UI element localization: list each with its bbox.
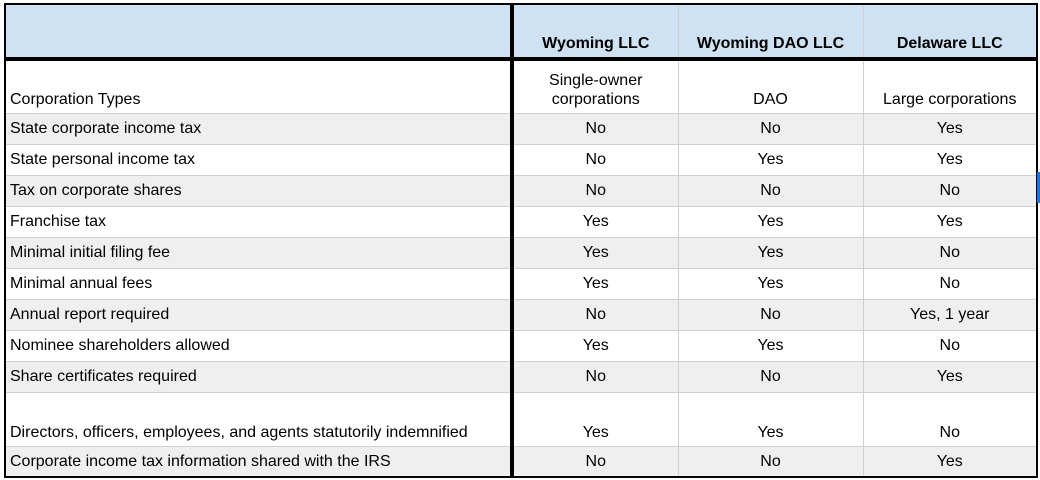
cell-wyoming-dao-llc[interactable]: No bbox=[677, 174, 864, 207]
cell-wyoming-dao-llc[interactable]: No bbox=[677, 298, 864, 331]
cell-wyoming-dao-llc[interactable]: No bbox=[677, 112, 864, 145]
row-label[interactable]: Directors, officers, employees, and agen… bbox=[4, 391, 514, 447]
row-label[interactable]: Franchise tax bbox=[4, 205, 514, 238]
row-label[interactable]: Tax on corporate shares bbox=[4, 174, 514, 207]
row-label[interactable]: Minimal initial filing fee bbox=[4, 236, 514, 269]
row-label[interactable]: Share certificates required bbox=[4, 360, 514, 393]
row-label[interactable]: Minimal annual fees bbox=[4, 267, 514, 300]
row-label-corporation-types[interactable]: Corporation Types bbox=[4, 58, 514, 114]
selection-marker bbox=[1037, 172, 1040, 203]
header-delaware-llc[interactable]: Delaware LLC bbox=[862, 3, 1038, 61]
row-label[interactable]: Corporate income tax information shared … bbox=[4, 445, 514, 478]
cell-wyoming-dao-llc[interactable]: No bbox=[677, 445, 864, 478]
table-row: State corporate income tax No No Yes bbox=[4, 112, 1038, 145]
row-label[interactable]: Annual report required bbox=[4, 298, 514, 331]
cell-delaware-llc[interactable]: No bbox=[862, 329, 1038, 362]
cell-wyoming-llc[interactable]: No bbox=[511, 360, 679, 393]
header-wyoming-llc[interactable]: Wyoming LLC bbox=[511, 3, 679, 61]
table-row: Corporation Types Single-owner corporati… bbox=[4, 58, 1038, 114]
cell-wyoming-llc[interactable]: Yes bbox=[511, 267, 679, 300]
table-row: Annual report required No No Yes, 1 year bbox=[4, 298, 1038, 331]
llc-comparison-table: Wyoming LLC Wyoming DAO LLC Delaware LLC… bbox=[4, 3, 1038, 478]
cell-wyoming-llc[interactable]: No bbox=[511, 174, 679, 207]
cell-wyoming-dao-llc[interactable]: Yes bbox=[677, 143, 864, 176]
cell-wyoming-dao-llc[interactable]: DAO bbox=[677, 58, 864, 114]
cell-delaware-llc[interactable]: Yes bbox=[862, 112, 1038, 145]
cell-wyoming-llc[interactable]: Yes bbox=[511, 391, 679, 447]
header-cell-empty[interactable] bbox=[4, 3, 514, 61]
table-row: Tax on corporate shares No No No bbox=[4, 174, 1038, 207]
table-row: Minimal initial filing fee Yes Yes No bbox=[4, 236, 1038, 269]
cell-delaware-llc[interactable]: No bbox=[862, 267, 1038, 300]
cell-wyoming-llc[interactable]: No bbox=[511, 143, 679, 176]
cell-wyoming-llc[interactable]: Yes bbox=[511, 329, 679, 362]
header-row: Wyoming LLC Wyoming DAO LLC Delaware LLC bbox=[4, 3, 1038, 61]
table-row: Share certificates required No No Yes bbox=[4, 360, 1038, 393]
table-row: State personal income tax No Yes Yes bbox=[4, 143, 1038, 176]
row-label[interactable]: State personal income tax bbox=[4, 143, 514, 176]
cell-delaware-llc[interactable]: No bbox=[862, 174, 1038, 207]
cell-delaware-llc[interactable]: Yes bbox=[862, 360, 1038, 393]
cell-wyoming-dao-llc[interactable]: Yes bbox=[677, 391, 864, 447]
cell-wyoming-dao-llc[interactable]: Yes bbox=[677, 329, 864, 362]
cell-wyoming-dao-llc[interactable]: Yes bbox=[677, 267, 864, 300]
cell-wyoming-dao-llc[interactable]: Yes bbox=[677, 205, 864, 238]
cell-wyoming-llc[interactable]: No bbox=[511, 445, 679, 478]
table-row: Nominee shareholders allowed Yes Yes No bbox=[4, 329, 1038, 362]
comparison-table-container: Wyoming LLC Wyoming DAO LLC Delaware LLC… bbox=[4, 3, 1038, 479]
cell-delaware-llc[interactable]: Yes bbox=[862, 143, 1038, 176]
cell-wyoming-llc[interactable]: Yes bbox=[511, 236, 679, 269]
row-label[interactable]: Nominee shareholders allowed bbox=[4, 329, 514, 362]
cell-wyoming-dao-llc[interactable]: Yes bbox=[677, 236, 864, 269]
cell-wyoming-dao-llc[interactable]: No bbox=[677, 360, 864, 393]
cell-delaware-llc[interactable]: No bbox=[862, 391, 1038, 447]
table-row: Corporate income tax information shared … bbox=[4, 445, 1038, 478]
header-wyoming-dao-llc[interactable]: Wyoming DAO LLC bbox=[677, 3, 864, 61]
table-row: Franchise tax Yes Yes Yes bbox=[4, 205, 1038, 238]
table-row: Minimal annual fees Yes Yes No bbox=[4, 267, 1038, 300]
cell-delaware-llc[interactable]: No bbox=[862, 236, 1038, 269]
cell-delaware-llc[interactable]: Yes bbox=[862, 205, 1038, 238]
cell-delaware-llc[interactable]: Large corporations bbox=[862, 58, 1038, 114]
row-label[interactable]: State corporate income tax bbox=[4, 112, 514, 145]
cell-wyoming-llc[interactable]: Yes bbox=[511, 205, 679, 238]
cell-wyoming-llc[interactable]: Single-owner corporations bbox=[511, 58, 679, 114]
cell-delaware-llc[interactable]: Yes, 1 year bbox=[862, 298, 1038, 331]
cell-wyoming-llc[interactable]: No bbox=[511, 298, 679, 331]
cell-delaware-llc[interactable]: Yes bbox=[862, 445, 1038, 478]
cell-wyoming-llc[interactable]: No bbox=[511, 112, 679, 145]
table-row: Directors, officers, employees, and agen… bbox=[4, 391, 1038, 447]
